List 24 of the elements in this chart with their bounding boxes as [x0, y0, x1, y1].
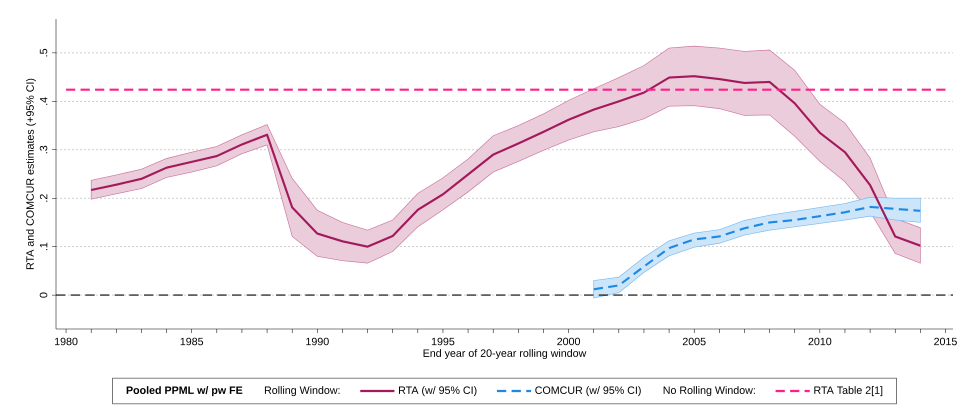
y-tick-label: 0 — [40, 292, 48, 298]
y-tick-label: .1 — [40, 242, 48, 250]
y-tick-label: .4 — [40, 97, 48, 105]
x-tick-label: 2015 — [934, 338, 957, 346]
text: Rolling Window: — [264, 386, 340, 396]
legend-label: COMCUR (w/ 95% CI) — [535, 386, 641, 396]
x-axis-title: End year of 20-year rolling window — [424, 349, 586, 360]
x-tick-label: 2010 — [808, 338, 832, 346]
y-axis-title: RTA and COMCUR estimates (+95% CI) — [26, 78, 36, 270]
y-tick-label: .5 — [40, 48, 48, 56]
legend-label: RTA (w/ 95% CI) — [399, 386, 476, 396]
x-tick-label: 1995 — [432, 338, 454, 346]
legend-label: RTA Table 2[1] — [814, 386, 882, 396]
x-tick-label: 1990 — [306, 338, 329, 346]
x-tick-label: 1980 — [55, 338, 78, 346]
x-tick-label: 2000 — [557, 338, 580, 346]
line-series — [592, 206, 922, 290]
line-series — [90, 75, 922, 248]
x-tick-label: 2005 — [682, 338, 706, 346]
legend-title: Pooled PPML w/ pw FE — [126, 386, 242, 396]
x-tick-label: 1985 — [180, 338, 204, 346]
text: No Rolling Window: — [664, 386, 755, 396]
y-tick-label: .3 — [40, 146, 48, 154]
y-tick-label: .2 — [40, 194, 48, 202]
